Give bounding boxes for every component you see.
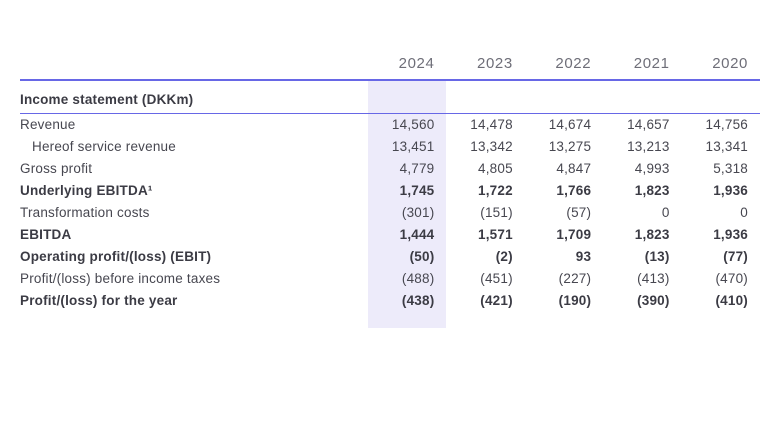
cell-value: 1,709 [556,226,592,242]
table-row: Underlying EBITDA¹ 1,745 1,722 1,766 1,823 1,… [20,179,760,201]
cell-value: 13,342 [470,138,513,154]
cell-value: (151) [480,204,513,220]
cell-value: 13,213 [627,138,670,154]
spacer-cell [446,311,524,328]
cell-value: 1,936 [713,226,748,242]
table-row: Revenue 14,560 14,478 14,674 14,657 14,756 [20,113,760,135]
cell-value: 14,674 [548,116,592,132]
section-header-row: Income statement (DKKm) [20,80,760,114]
year-header-2024: 2024 [368,52,447,81]
spacer-cell [525,311,603,328]
table-body: Income statement (DKKm) Revenue 14,560 14,… [20,80,760,311]
table-row: Hereof service revenue 13,451 13,342 13,275… [20,135,760,157]
spacer-cell [20,311,368,328]
cell-value: 14,756 [705,116,748,132]
row-label: Gross profit [20,160,93,176]
cell-value: 1,823 [634,182,670,198]
cell-value: (227) [558,270,592,286]
row-label: Transformation costs [20,204,150,220]
cell-value: 4,779 [368,157,447,179]
cell-value: (470) [715,270,748,286]
year-header-2021: 2021 [603,52,682,81]
financial-summary-page: 2024 2023 2022 2021 2020 Income statemen… [20,52,760,328]
section-empty-cell [368,80,447,114]
cell-value: (413) [637,270,670,286]
spacer-cell-highlighted [368,311,447,328]
cell-value: 93 [575,248,592,264]
row-label: Underlying EBITDA¹ [20,182,153,198]
table-row: Gross profit 4,779 4,805 4,847 4,993 5,318 [20,157,760,179]
cell-value: (410) [715,292,748,308]
row-label: EBITDA [20,226,72,242]
highlight-spacer-row [20,311,760,328]
cell-value: 14,560 [368,113,447,135]
cell-value: (390) [637,292,670,308]
row-label: Hereof service revenue [32,138,176,154]
cell-value: (77) [723,248,748,264]
cell-value: (438) [368,289,447,311]
section-title: Income statement (DKKm) [20,80,369,114]
cell-value: 4,847 [556,160,592,176]
cell-value: 14,478 [470,116,513,132]
row-label: Revenue [20,116,76,132]
cell-value: 0 [740,204,748,220]
table-row: Operating profit/(loss) (EBIT) (50) (2) 93 (… [20,245,760,267]
cell-value: 1,823 [634,226,670,242]
cell-value: (488) [368,267,447,289]
section-empty-cell [446,80,525,114]
income-statement-table: 2024 2023 2022 2021 2020 Income statemen… [20,52,760,328]
cell-value: 1,745 [368,179,447,201]
spacer-cell [682,311,760,328]
year-header-spacer [20,52,369,81]
cell-value: 1,936 [713,182,748,198]
year-header-2023: 2023 [446,52,525,81]
row-label: Profit/(loss) before income taxes [20,270,221,286]
cell-value: 13,451 [368,135,447,157]
year-header-2022: 2022 [524,52,604,81]
cell-value: 1,571 [478,226,513,242]
row-label: Operating profit/(loss) (EBIT) [20,248,212,264]
table-row: Transformation costs (301) (151) (57) 0 0 [20,201,760,223]
cell-value: 1,766 [556,182,592,198]
table-row: Profit/(loss) before income taxes (488) (4… [20,267,760,289]
section-empty-cell [603,80,682,114]
cell-value: (13) [644,248,670,264]
cell-value: 0 [661,204,670,220]
cell-value: (2) [495,248,513,264]
cell-value: 14,657 [627,116,670,132]
cell-value: 5,318 [713,160,748,176]
section-empty-cell [681,80,760,114]
cell-value: 1,722 [478,182,513,198]
cell-value: 4,993 [634,160,670,176]
table-row: Profit/(loss) for the year (438) (421) (190… [20,289,760,311]
year-header-2020: 2020 [681,52,760,81]
cell-value: (190) [558,292,592,308]
cell-value: (50) [368,245,447,267]
cell-value: 13,341 [705,138,748,154]
cell-value: 1,444 [368,223,447,245]
cell-value: (301) [368,201,447,223]
spacer-cell [603,311,681,328]
cell-value: 4,805 [478,160,513,176]
cell-value: (451) [480,270,513,286]
table-row: EBITDA 1,444 1,571 1,709 1,823 1,936 [20,223,760,245]
section-empty-cell [524,80,604,114]
cell-value: 13,275 [548,138,592,154]
cell-value: (57) [566,204,592,220]
cell-value: (421) [480,292,513,308]
row-label: Profit/(loss) for the year [20,292,178,308]
year-header-row: 2024 2023 2022 2021 2020 [20,52,760,81]
